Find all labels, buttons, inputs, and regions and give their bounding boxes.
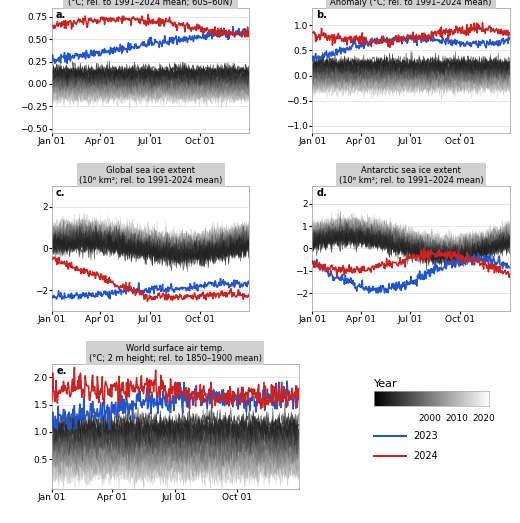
Text: 2010: 2010 — [445, 414, 468, 423]
Title: Global sea ice extent
(10⁶ km²; rel. to 1991-2024 mean): Global sea ice extent (10⁶ km²; rel. to … — [79, 166, 223, 185]
Text: 2023: 2023 — [413, 431, 438, 441]
Text: b.: b. — [316, 10, 327, 20]
Text: d.: d. — [316, 188, 327, 198]
Text: Year: Year — [373, 379, 397, 389]
Text: 2020: 2020 — [472, 414, 495, 423]
Title: World ocean sea surface temp. anomaly
(°C; rel. to 1991–2024 mean; 60S–60N): World ocean sea surface temp. anomaly (°… — [66, 0, 236, 7]
Text: 2000: 2000 — [419, 414, 441, 423]
Text: a.: a. — [56, 10, 66, 20]
Text: e.: e. — [57, 366, 67, 376]
Text: 2024: 2024 — [413, 451, 438, 461]
Text: c.: c. — [56, 188, 66, 198]
Title: Antarctic sea ice extent
(10⁶ km²; rel. to 1991–2024 mean): Antarctic sea ice extent (10⁶ km²; rel. … — [339, 166, 483, 185]
Title: World surface air temp.
(°C; 2 m height; rel. to 1850–1900 mean): World surface air temp. (°C; 2 m height;… — [89, 344, 262, 363]
Title: North Atlantic ocean sea surface temp.
Anomaly (°C; rel. to 1991–2024 mean): North Atlantic ocean sea surface temp. A… — [329, 0, 493, 7]
